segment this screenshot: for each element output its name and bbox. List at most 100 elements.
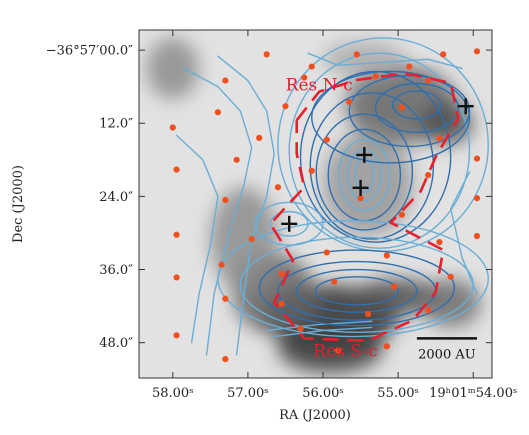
- contour-17: [239, 236, 474, 333]
- scale-bar: 2000 AU: [416, 337, 477, 362]
- contour-20: [254, 201, 324, 246]
- region-label-1: Res S-c: [313, 342, 378, 362]
- dot-22: [173, 166, 180, 173]
- contour-12: [311, 70, 471, 164]
- y-tick-label-0: −36°57′00.0″: [46, 44, 133, 59]
- contour-13: [314, 276, 399, 306]
- x-tick-label-4: 19ʰ01ᵐ54.00ˢ: [429, 386, 517, 401]
- dot-layer: [169, 48, 481, 363]
- dot-48: [383, 343, 390, 350]
- streamline-2: [175, 134, 219, 344]
- dot-9: [425, 77, 432, 84]
- dot-35: [218, 261, 225, 268]
- dot-43: [425, 307, 432, 314]
- dot-24: [274, 184, 282, 191]
- dot-33: [473, 232, 481, 240]
- contour-2: [338, 139, 391, 212]
- contour-7: [288, 52, 471, 249]
- dot-13: [398, 104, 405, 111]
- contour-14: [296, 268, 418, 313]
- scale-bar-label: 2000 AU: [418, 347, 476, 362]
- dot-8: [372, 73, 379, 80]
- dot-1: [308, 63, 315, 70]
- dot-30: [323, 249, 330, 256]
- x-axis-title: RA (J2000): [279, 408, 351, 423]
- dot-44: [173, 332, 180, 339]
- dot-12: [346, 98, 353, 106]
- x-tick-label-3: 55.00ˢ: [377, 386, 419, 401]
- streamline-4: [450, 171, 478, 295]
- dot-11: [282, 103, 289, 110]
- region-labels: Res N-c Res S-c: [286, 75, 378, 361]
- dot-18: [308, 167, 315, 174]
- axis-ticks: 58.00ˢ 57.00ˢ 56.00ˢ 55.00ˢ 19ʰ01ᵐ54.00ˢ −36°…: [46, 30, 517, 401]
- cross-marker-3: [457, 98, 474, 115]
- dot-41: [278, 300, 285, 307]
- dot-31: [383, 252, 390, 259]
- contour-16: [258, 249, 456, 327]
- dot-10: [214, 109, 221, 116]
- intensity-blob-5: [353, 278, 444, 316]
- streamline-0: [183, 67, 253, 356]
- dot-38: [391, 283, 398, 290]
- dot-14: [256, 134, 263, 141]
- dot-0: [263, 51, 270, 58]
- dot-34: [173, 274, 180, 281]
- contour-10: [374, 82, 459, 134]
- dot-6: [222, 77, 229, 84]
- dot-47: [334, 347, 342, 354]
- dot-29: [248, 235, 255, 243]
- contour-18: [217, 220, 489, 338]
- intensity-blob-2: [323, 132, 414, 236]
- y-tick-label-4: 48.0″: [99, 336, 133, 351]
- dot-27: [473, 195, 481, 202]
- x-tick-label-2: 56.00ˢ: [302, 386, 344, 401]
- dot-5: [473, 48, 481, 55]
- region-label-0: Res N-c: [286, 75, 353, 95]
- x-tick-label-1: 57.00ˢ: [227, 386, 269, 401]
- contour-6: [299, 70, 452, 243]
- dot-23: [222, 196, 229, 204]
- y-tick-label-3: 36.0″: [99, 263, 133, 278]
- streamline-1: [217, 55, 275, 356]
- cross-marker-1: [352, 179, 369, 196]
- dashed-ring: [269, 72, 460, 343]
- dot-15: [436, 135, 443, 142]
- dot-28: [173, 231, 180, 238]
- y-tick-label-1: 12.0″: [99, 117, 133, 132]
- dashed-ring-layer: [269, 72, 460, 343]
- plot-frame: [138, 29, 493, 379]
- dot-4: [440, 51, 447, 58]
- dot-26: [398, 211, 405, 218]
- dot-19: [323, 136, 330, 143]
- contour-5: [309, 92, 435, 240]
- contour-19: [269, 210, 309, 237]
- dot-45: [222, 356, 229, 363]
- dot-40: [222, 295, 229, 302]
- contour-9: [392, 90, 442, 120]
- dot-36: [278, 270, 285, 277]
- intensity-blob-9: [146, 37, 200, 99]
- dot-2: [353, 51, 360, 58]
- cross-marker-2: [281, 215, 298, 232]
- dot-32: [436, 238, 443, 246]
- x-tick-label-0: 58.00ˢ: [152, 386, 194, 401]
- dot-37: [331, 278, 338, 285]
- y-tick-label-2: 24.0″: [99, 190, 133, 205]
- dot-25: [357, 195, 364, 202]
- dot-20: [425, 171, 432, 179]
- dot-46: [297, 325, 304, 332]
- dot-16: [169, 124, 176, 131]
- y-axis-title: Dec (J2000): [11, 165, 26, 243]
- streamline-3: [307, 52, 463, 70]
- contour-4: [315, 113, 414, 231]
- dot-7: [301, 74, 308, 81]
- intensity-blob-8: [210, 187, 278, 291]
- dot-21: [473, 155, 481, 162]
- dot-39: [447, 273, 454, 280]
- dot-17: [233, 156, 240, 163]
- cross-marker-0: [356, 146, 373, 163]
- dot-42: [364, 310, 372, 318]
- dot-3: [406, 63, 413, 70]
